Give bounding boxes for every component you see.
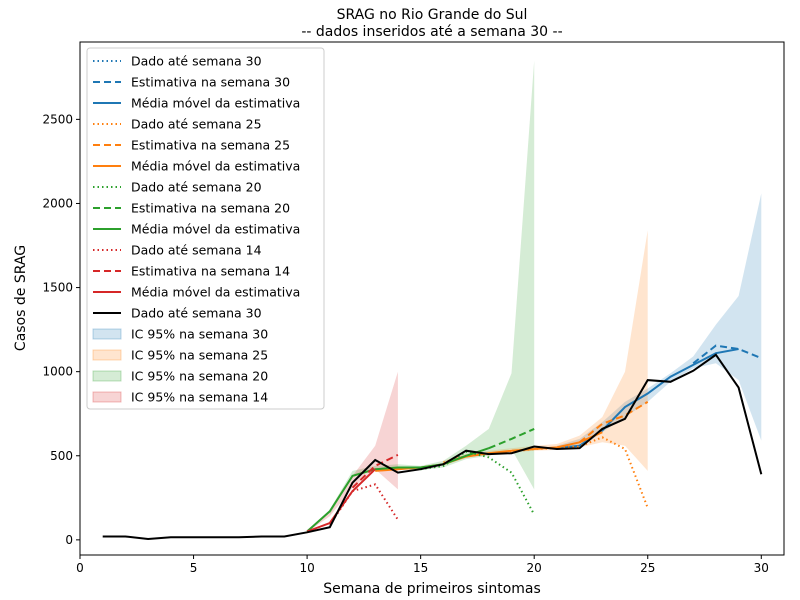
legend-swatch-14 xyxy=(92,349,122,361)
legend-swatch-15 xyxy=(92,370,122,382)
y-tick-label-2: 1000 xyxy=(42,365,73,379)
legend-entry-16: IC 95% na semana 14 xyxy=(131,390,268,405)
y-ticks: 0 500 1000 1500 2000 2500 xyxy=(42,112,80,547)
series-line-4 xyxy=(578,401,649,444)
x-tick-label-6: 30 xyxy=(754,561,769,575)
legend-entry-15: IC 95% na semana 20 xyxy=(131,369,268,384)
ci-band-3 xyxy=(307,371,398,533)
y-tick-label-1: 500 xyxy=(50,449,73,463)
series-line-6 xyxy=(420,450,536,516)
series-line-8 xyxy=(306,447,490,533)
legend-entry-7: Estimativa na semana 20 xyxy=(131,201,290,216)
x-tick-label-1: 5 xyxy=(190,561,198,575)
series-line-9 xyxy=(328,483,399,526)
legend-swatch-16 xyxy=(92,391,122,403)
ci-band-2 xyxy=(329,60,535,515)
legend-swatch-13 xyxy=(92,328,122,340)
x-tick-label-3: 15 xyxy=(413,561,428,575)
legend-entry-1: Estimativa na semana 30 xyxy=(131,75,290,90)
y-tick-label-4: 2000 xyxy=(42,196,73,210)
legend-entry-9: Dado até semana 14 xyxy=(131,243,262,258)
legend-box xyxy=(86,47,325,410)
legend-entry-5: Média móvel da estimativa xyxy=(131,159,300,174)
bands-layer xyxy=(307,60,762,533)
x-ticks: 0 5 10 15 20 25 30 xyxy=(76,555,769,575)
legend-entry-14: IC 95% na semana 25 xyxy=(131,348,268,363)
series-line-10 xyxy=(351,454,399,489)
legend-entry-8: Média móvel da estimativa xyxy=(131,222,300,237)
series-line-1 xyxy=(692,344,762,365)
series-line-7 xyxy=(488,427,535,450)
series-layer xyxy=(102,344,763,541)
y-tick-label-0: 0 xyxy=(65,533,73,547)
legend-entry-13: IC 95% na semana 30 xyxy=(131,327,268,342)
legend-entry-3: Dado até semana 25 xyxy=(131,117,262,132)
legend: Dado até semana 30 Estimativa na semana 3… xyxy=(86,47,325,410)
y-axis-label: Casos de SRAG xyxy=(13,245,29,351)
chart-title: SRAG no Rio Grande do Sul xyxy=(337,7,528,23)
y-tick-label-3: 1500 xyxy=(42,281,73,295)
ci-band-1 xyxy=(443,230,648,471)
legend-entry-6: Dado até semana 20 xyxy=(131,180,262,195)
legend-entry-11: Média móvel da estimativa xyxy=(131,285,300,300)
legend-entry-2: Média móvel da estimativa xyxy=(131,96,300,111)
legend-entry-12: Dado até semana 30 xyxy=(131,306,262,321)
x-tick-label-4: 20 xyxy=(527,561,542,575)
x-tick-label-5: 25 xyxy=(640,561,655,575)
legend-entry-10: Estimativa na semana 14 xyxy=(131,264,290,279)
x-axis-label: Semana de primeiros sintomas xyxy=(323,581,541,597)
legend-entry-4: Estimativa na semana 25 xyxy=(131,138,290,153)
series-line-12 xyxy=(102,353,763,541)
y-tick-label-5: 2500 xyxy=(42,112,73,126)
legend-entry-0: Dado até semana 30 xyxy=(131,54,262,69)
plot-frame xyxy=(79,41,785,556)
x-tick-label-2: 10 xyxy=(299,561,314,575)
chart-subtitle: -- dados inseridos até a semana 30 -- xyxy=(301,24,562,40)
ci-band-0 xyxy=(556,193,762,449)
x-tick-label-0: 0 xyxy=(76,561,84,575)
